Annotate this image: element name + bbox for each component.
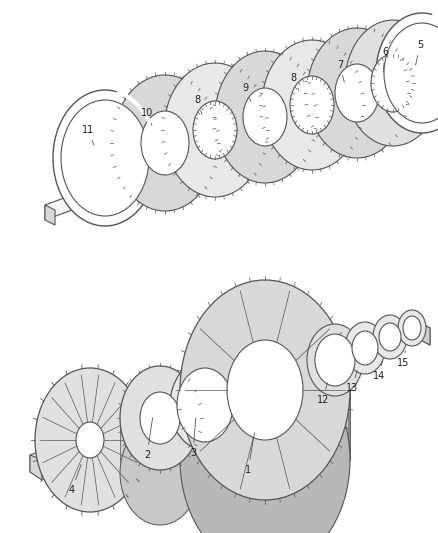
Polygon shape <box>45 65 438 220</box>
Polygon shape <box>120 418 200 473</box>
Text: 14: 14 <box>373 361 385 381</box>
Ellipse shape <box>76 422 104 458</box>
Ellipse shape <box>243 88 287 146</box>
Text: 5: 5 <box>416 40 423 65</box>
Text: 10: 10 <box>141 108 153 125</box>
Ellipse shape <box>373 315 407 359</box>
Text: 8: 8 <box>290 73 299 91</box>
Text: 4: 4 <box>69 465 81 495</box>
Ellipse shape <box>307 324 363 396</box>
Ellipse shape <box>345 20 438 146</box>
Polygon shape <box>415 320 430 345</box>
Ellipse shape <box>352 331 378 365</box>
Ellipse shape <box>403 316 421 340</box>
Ellipse shape <box>177 368 233 442</box>
Ellipse shape <box>384 23 438 123</box>
Ellipse shape <box>141 111 189 175</box>
Ellipse shape <box>180 350 350 533</box>
Text: 8: 8 <box>194 95 202 115</box>
Ellipse shape <box>379 323 401 351</box>
Ellipse shape <box>61 100 149 216</box>
Ellipse shape <box>290 76 334 134</box>
Ellipse shape <box>307 28 407 158</box>
Text: 13: 13 <box>346 370 358 393</box>
Text: 3: 3 <box>190 418 196 458</box>
Ellipse shape <box>180 280 350 500</box>
Text: 11: 11 <box>82 125 94 146</box>
Polygon shape <box>45 205 55 225</box>
Polygon shape <box>30 320 430 472</box>
Ellipse shape <box>170 360 240 450</box>
Ellipse shape <box>398 310 426 346</box>
Text: 6: 6 <box>382 47 388 72</box>
Ellipse shape <box>35 368 145 512</box>
Ellipse shape <box>315 334 355 386</box>
Ellipse shape <box>120 421 200 525</box>
Ellipse shape <box>120 366 200 470</box>
Polygon shape <box>180 390 350 460</box>
Text: 7: 7 <box>337 60 344 82</box>
Ellipse shape <box>164 63 266 197</box>
Ellipse shape <box>345 322 385 374</box>
Text: 15: 15 <box>397 351 409 368</box>
Ellipse shape <box>140 392 180 444</box>
Ellipse shape <box>371 54 415 112</box>
Text: 2: 2 <box>144 418 152 460</box>
Ellipse shape <box>113 75 217 211</box>
Text: 9: 9 <box>242 83 251 101</box>
Polygon shape <box>425 65 438 90</box>
Ellipse shape <box>193 101 237 159</box>
Ellipse shape <box>227 340 303 440</box>
Text: 12: 12 <box>317 383 329 405</box>
Ellipse shape <box>335 64 379 122</box>
Ellipse shape <box>376 13 438 133</box>
Text: 1: 1 <box>245 433 254 475</box>
Ellipse shape <box>53 90 157 226</box>
Ellipse shape <box>215 51 315 183</box>
Ellipse shape <box>262 40 362 170</box>
Polygon shape <box>30 455 42 480</box>
